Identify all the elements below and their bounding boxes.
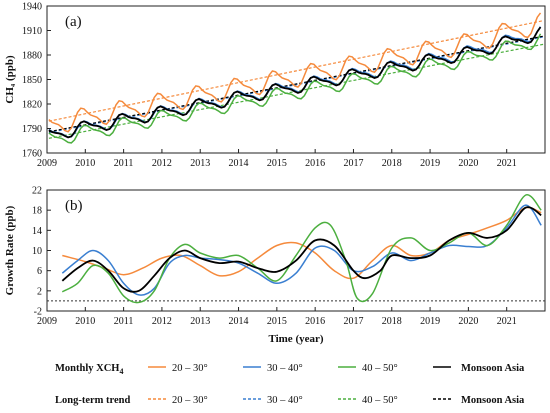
panel-b-label: (b)	[65, 198, 83, 214]
legend-monthly-label-0: 20 – 30°	[172, 363, 208, 374]
legend-trend-label-2: 40 – 50°	[362, 395, 398, 406]
legend-items: 20 – 30° 30 – 40° 40 – 50° Monsoon Asia 20 –…	[148, 363, 525, 406]
panel-b-x-ticks: 2009 2010 2011 2012 2013 2014 2015 2016 2017 2018…	[37, 307, 517, 327]
growth-rate-line-series-0	[62, 206, 542, 280]
panel-b-y-ticks: -2 2 6 10 14 18 22	[32, 186, 51, 318]
x-tick-label: 2009	[37, 158, 57, 169]
y-tick-label: 18	[32, 206, 42, 217]
y-tick-label: 1820	[22, 100, 42, 111]
growth-rate-line-series-3	[61, 206, 542, 293]
x-tick-label: 2017	[343, 316, 363, 327]
x-tick-label: 2014	[229, 158, 249, 169]
x-tick-label: 2018	[382, 158, 402, 169]
monthly-line-series-3	[48, 26, 542, 139]
trend-line-series-7	[48, 35, 544, 133]
x-tick-label: 2013	[190, 158, 210, 169]
y-tick-label: 2	[37, 286, 42, 297]
x-tick-label: 2010	[75, 158, 95, 169]
legend: Monthly XCH4 Long-term trend 20 – 30° 30 …	[55, 363, 525, 406]
panel-a-y-ticks: 1760 1790 1820 1850 1880 1910 1940	[22, 2, 51, 160]
y-tick-label: 14	[32, 226, 42, 237]
legend-trend-label-0: 20 – 30°	[172, 395, 208, 406]
legend-monthly-title-main: Monthly XCH	[55, 363, 119, 374]
panel-b: (b) -2 2 6 10 14 18 22 2009 2010 2011 2012 2013 201…	[4, 186, 546, 345]
panel-a-x-ticks: 2009 2010 2011 2012 2013 2014 2015 2016 2017 2018…	[37, 149, 517, 169]
x-tick-label: 2010	[75, 316, 95, 327]
monthly-line-series-0	[48, 12, 542, 133]
x-tick-label: 2013	[190, 316, 210, 327]
x-tick-label: 2020	[458, 158, 478, 169]
panel-a: (a) 1760 1790 1820 1850 1880 1910 1940 2009 201…	[4, 2, 546, 169]
legend-monthly-title: Monthly XCH4	[55, 363, 123, 376]
y-tick-label: 6	[37, 266, 42, 277]
y-tick-label: 1880	[22, 51, 42, 62]
y-tick-label: 1850	[22, 75, 42, 86]
y-tick-label: 22	[32, 186, 42, 197]
panel-a-series	[48, 12, 544, 144]
y-tick-label: 10	[32, 246, 42, 257]
legend-monthly-label-2: 40 – 50°	[362, 363, 398, 374]
x-tick-label: 2015	[267, 316, 287, 327]
x-tick-label: 2016	[305, 158, 325, 169]
legend-monthly-title-sub: 4	[119, 367, 123, 376]
monthly-line-series-2	[48, 33, 542, 144]
x-tick-label: 2017	[343, 158, 363, 169]
x-tick-label: 2019	[420, 158, 440, 169]
x-tick-label: 2020	[458, 316, 478, 327]
panel-a-label: (a)	[65, 14, 82, 30]
y-tick-label: -2	[34, 307, 42, 318]
growth-rate-line-series-2	[61, 194, 542, 304]
x-tick-label: 2021	[497, 316, 517, 327]
x-tick-label: 2016	[305, 316, 325, 327]
x-tick-label: 2014	[229, 316, 249, 327]
y-tick-label: 1790	[22, 124, 42, 135]
trend-line-series-5	[48, 36, 544, 134]
x-tick-label: 2021	[497, 158, 517, 169]
growth-rate-line-series-1	[61, 204, 542, 296]
legend-monthly-label-1: 30 – 40°	[267, 363, 303, 374]
legend-trend-label-3: Monsoon Asia	[461, 395, 525, 406]
y-tick-label: 1760	[22, 149, 42, 160]
panel-b-x-axis-label: Time (year)	[268, 333, 323, 345]
x-tick-label: 2011	[114, 316, 134, 327]
x-tick-label: 2015	[267, 158, 287, 169]
y-tick-label: 1910	[22, 26, 42, 37]
panel-b-y-axis-label: Growth Rate (ppb)	[4, 205, 16, 295]
legend-monthly-label-3: Monsoon Asia	[461, 363, 525, 374]
legend-trend-title: Long-term trend	[55, 395, 130, 406]
panel-b-series	[61, 194, 542, 304]
panel-a-frame	[46, 5, 546, 154]
x-tick-label: 2012	[152, 316, 172, 327]
y-tick-label: 1940	[22, 2, 42, 13]
x-tick-label: 2012	[152, 158, 172, 169]
x-tick-label: 2019	[420, 316, 440, 327]
legend-trend-label-1: 30 – 40°	[267, 395, 303, 406]
x-tick-label: 2009	[37, 316, 57, 327]
x-tick-label: 2018	[382, 316, 402, 327]
panel-a-y-axis-label: CH₄ (ppb)	[4, 55, 16, 104]
x-tick-label: 2011	[114, 158, 134, 169]
monthly-line-series-1	[48, 26, 542, 138]
